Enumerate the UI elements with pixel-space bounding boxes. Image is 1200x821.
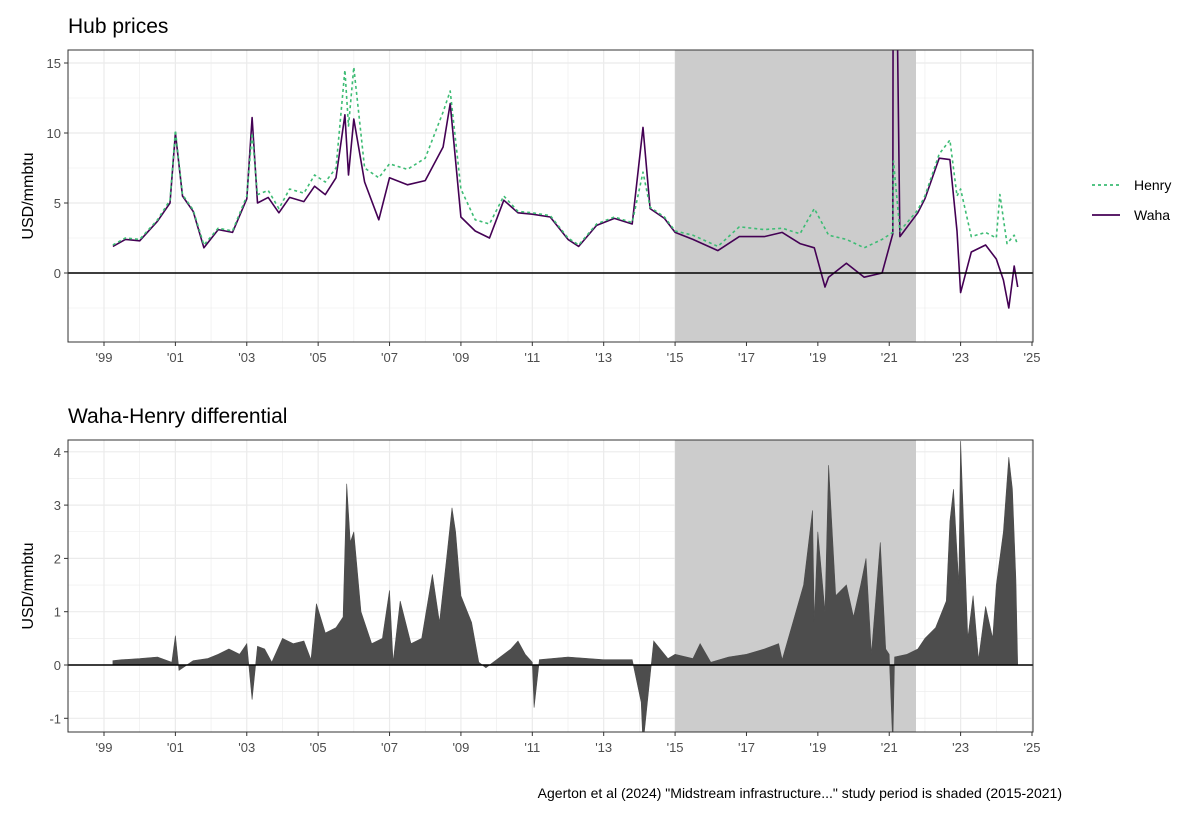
x-tick-label: '07 [381, 350, 398, 365]
x-tick-label: '07 [381, 740, 398, 755]
x-tick-label: '13 [595, 350, 612, 365]
x-tick-label: '17 [738, 350, 755, 365]
x-tick-label: '11 [524, 740, 540, 755]
x-tick-label: '05 [310, 350, 327, 365]
x-tick-label: '05 [310, 740, 327, 755]
x-tick-label: '09 [452, 740, 469, 755]
waha-series-line [112, 50, 1019, 309]
legend-key-henry-icon [1088, 175, 1124, 195]
x-tick-label: '21 [881, 350, 898, 365]
x-tick-label: '01 [167, 740, 184, 755]
x-tick-label: '19 [809, 740, 826, 755]
y-tick-label: 0 [54, 266, 61, 281]
x-tick-label: '17 [738, 740, 755, 755]
x-tick-label: '25 [1024, 740, 1041, 755]
henry-series-line [112, 66, 1019, 249]
legend-label-waha: Waha [1134, 207, 1171, 223]
hub-prices-panel: 0 5 10 15 '99 '01 '03 '05 '07 '09 '11 '13 '15 '17 '19 '… [20, 49, 1041, 365]
y-tick-label: 3 [54, 498, 61, 513]
x-tick-label: '99 [96, 350, 113, 365]
y-tick-label: 10 [47, 126, 61, 141]
y-axis-label: USD/mmbtu [20, 152, 37, 239]
x-tick-label: '11 [524, 350, 540, 365]
caption: Agerton et al (2024) "Midstream infrastr… [537, 785, 1062, 801]
x-tick-label: '23 [952, 740, 969, 755]
y-tick-label: 5 [54, 196, 61, 211]
y-tick-label: -1 [49, 711, 61, 726]
x-tick-label: '99 [96, 740, 113, 755]
x-tick-label: '03 [238, 350, 255, 365]
y-tick-label: 4 [54, 445, 61, 460]
x-tick-label: '23 [952, 350, 969, 365]
y-tick-label: 0 [54, 658, 61, 673]
x-tick-label: '09 [452, 350, 469, 365]
legend-item-waha: Waha [1088, 200, 1171, 230]
x-tick-label: '19 [809, 350, 826, 365]
x-tick-label: '15 [667, 350, 684, 365]
legend: Henry Waha [1088, 170, 1171, 230]
study-period-shade [675, 50, 916, 342]
legend-item-henry: Henry [1088, 170, 1171, 200]
x-tick-label: '03 [238, 740, 255, 755]
legend-label-henry: Henry [1134, 177, 1172, 193]
x-tick-label: '01 [167, 350, 184, 365]
legend-key-waha-icon [1088, 205, 1124, 225]
y-tick-label: 15 [47, 56, 61, 71]
y-tick-label: 2 [54, 551, 61, 566]
study-period-shade [675, 440, 916, 732]
y-tick-label: 1 [54, 605, 61, 620]
panel-border [67, 439, 1034, 733]
x-tick-label: '15 [667, 740, 684, 755]
differential-area [112, 441, 1019, 732]
chart-title-differential: Waha-Henry differential [68, 405, 288, 428]
chart-title-hub-prices: Hub prices [68, 15, 169, 38]
x-tick-label: '13 [595, 740, 612, 755]
y-axis-label: USD/mmbtu [20, 542, 37, 629]
x-tick-label: '21 [881, 740, 898, 755]
x-tick-label: '25 [1024, 350, 1041, 365]
panel-border [67, 49, 1034, 343]
differential-panel: -1 0 1 2 3 4 '99 '01 '03 '05 '07 '09 '11 '13 '15 '17 '19… [20, 439, 1041, 755]
